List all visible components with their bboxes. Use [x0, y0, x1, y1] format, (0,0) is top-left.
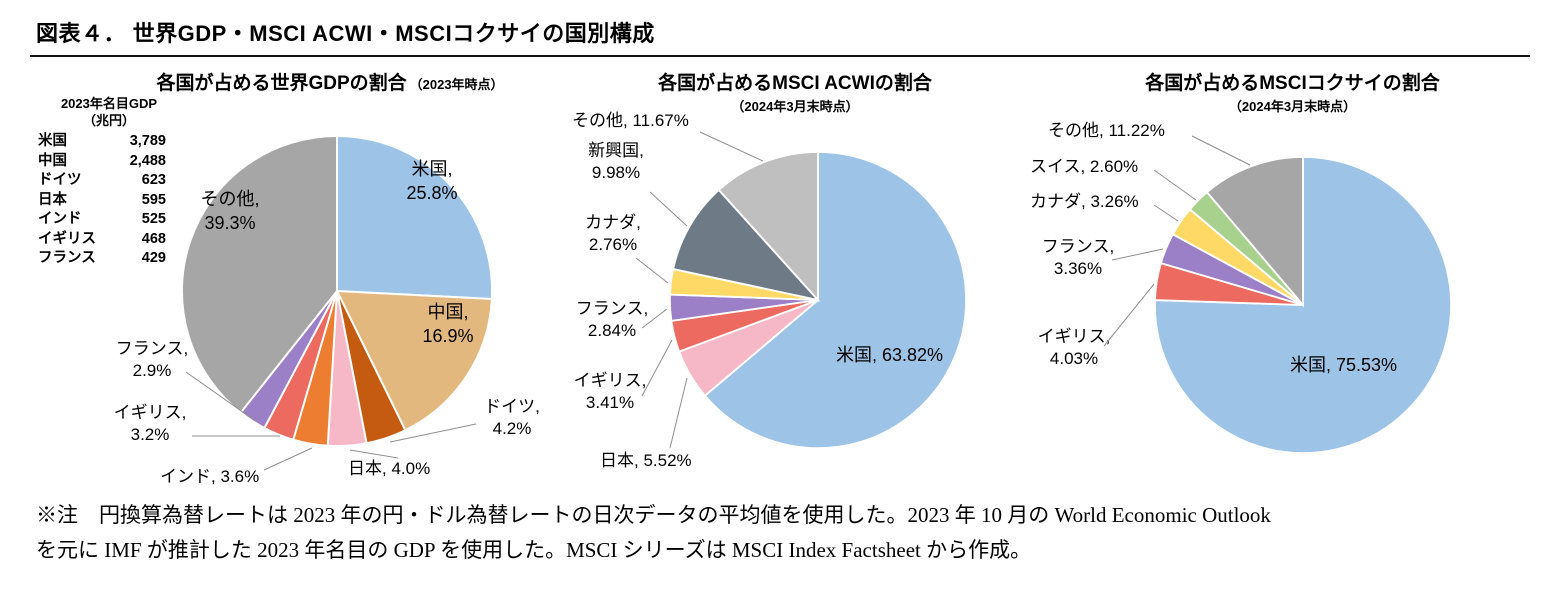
gdp-country: フランス — [38, 250, 96, 266]
label-others: その他, 11.67% — [572, 111, 689, 130]
label-us: 米国, 63.82% — [836, 345, 944, 365]
gdp-table-header: 2023年名目GDP — [60, 96, 158, 111]
label-others: その他, 11.22% — [1048, 121, 1165, 140]
label-japan: 日本, 5.52% — [600, 451, 692, 470]
chart-title-text: 各国が占める世界GDPの割合 — [156, 73, 407, 94]
gdp-country: ドイツ — [38, 172, 82, 188]
label-canada: カナダ, 3.26% — [1030, 192, 1139, 211]
chart-date-note: （2024年3月末時点） — [731, 99, 859, 114]
pie-slice-0 — [336, 134, 494, 301]
label-us: 米国, 25.8% — [406, 159, 458, 203]
gdp-value: 3,789 — [129, 133, 166, 149]
gdp-row: 中国 2,488 — [38, 152, 166, 172]
label-india: インド, 3.6% — [160, 467, 260, 486]
chart-msci-acwi-title: 各国が占めるMSCI ACWIの割合 — [560, 68, 1030, 95]
footnote: ※注 円換算為替レートは 2023 年の円・ドル為替レートの日次データの平均値を… — [36, 503, 1271, 562]
label-france: フランス, 2.9% — [115, 339, 189, 381]
label-germany: ドイツ, 4.2% — [484, 397, 540, 439]
chart-msci-acwi: 各国が占めるMSCI ACWIの割合 （2024年3月末時点） その他, 11.… — [560, 62, 1030, 507]
label-uk: イギリス, 4.03% — [1037, 327, 1111, 369]
gdp-table-unit: （兆円） — [82, 113, 135, 128]
chart-world-gdp-title: 各国が占める世界GDPの割合 （2023年時点） — [100, 68, 560, 95]
label-others: その他, 39.3% — [200, 189, 260, 233]
pie-slice-6 — [717, 150, 819, 303]
gdp-country: イギリス — [38, 230, 96, 247]
gdp-country: 米国 — [38, 133, 67, 149]
chart-msci-kokusai: 各国が占めるMSCIコクサイの割合 （2024年3月末時点） その他, 11.2… — [1030, 62, 1555, 507]
chart-date-note: （2024年3月末時点） — [1228, 99, 1357, 114]
gdp-value: 525 — [141, 211, 166, 227]
chart-title-text: 各国が占めるMSCI ACWIの割合 — [658, 73, 932, 94]
label-emerging: 新興国, 9.98% — [588, 141, 644, 183]
gdp-value: 429 — [141, 250, 166, 266]
gdp-country: 日本 — [38, 191, 67, 208]
gdp-table: 2023年名目GDP （兆円） 米国 3,789 中国 2,488 ドイツ 623 日… — [38, 95, 166, 269]
pie-slice-0 — [703, 150, 968, 450]
gdp-table-rows: 米国 3,789 中国 2,488 ドイツ 623 日本 595 インド 525 イギリス… — [38, 132, 166, 269]
gdp-country: インド — [38, 211, 82, 227]
gdp-row: 米国 3,789 — [38, 132, 166, 152]
chart-title-text: 各国が占めるMSCIコクサイの割合 — [1145, 73, 1440, 94]
gdp-value: 468 — [141, 230, 166, 247]
title-divider — [30, 55, 1530, 57]
chart-msci-kokusai-title: 各国が占めるMSCIコクサイの割合 — [1030, 68, 1555, 95]
label-japan: 日本, 4.0% — [348, 459, 431, 478]
gdp-row: フランス 429 — [38, 249, 166, 269]
gdp-row: 日本 595 — [38, 191, 166, 211]
label-france: フランス, 3.36% — [1041, 237, 1115, 279]
gdp-row: インド 525 — [38, 210, 166, 230]
label-france: フランス, 2.84% — [575, 299, 649, 341]
pie-slice-5 — [672, 188, 821, 302]
chart-date-note: （2023年時点） — [409, 77, 504, 92]
pie-world-gdp — [181, 134, 494, 448]
label-us: 米国, 75.53% — [1290, 355, 1398, 375]
gdp-value: 623 — [141, 172, 166, 188]
gdp-row: イギリス 468 — [38, 230, 166, 250]
label-switzerland: スイス, 2.60% — [1030, 157, 1139, 176]
pie-msci-acwi — [668, 150, 968, 450]
figure-title: 図表４． 世界GDP・MSCI ACWI・MSCIコクサイの国別構成 — [36, 21, 655, 46]
pie-msci-kokusai — [1153, 155, 1453, 455]
gdp-row: ドイツ 623 — [38, 171, 166, 191]
label-uk: イギリス, 3.41% — [573, 371, 647, 413]
label-uk: イギリス, 3.2% — [113, 403, 187, 445]
pie-slice-5 — [1205, 155, 1304, 308]
gdp-country: 中国 — [38, 152, 67, 169]
gdp-value: 595 — [141, 191, 166, 208]
chart-world-gdp: 各国が占める世界GDPの割合 （2023年時点） 2023年名目GDP （兆円） … — [30, 62, 560, 507]
label-china: 中国, 16.9% — [422, 302, 474, 346]
gdp-value: 2,488 — [129, 152, 166, 169]
label-canada: カナダ, 2.76% — [585, 213, 641, 255]
